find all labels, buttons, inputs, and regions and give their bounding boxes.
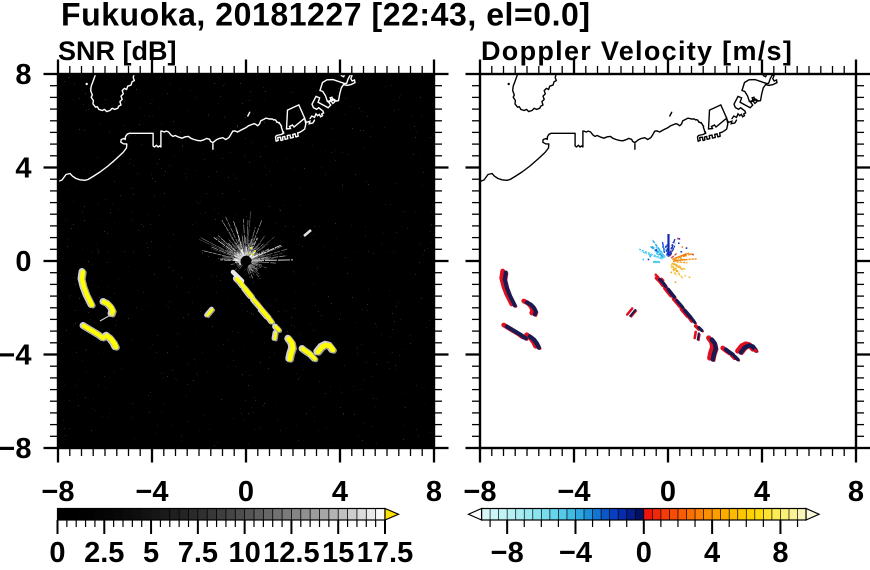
svg-text:12.5: 12.5 xyxy=(263,537,319,569)
svg-text:0: 0 xyxy=(660,476,676,508)
svg-text:5: 5 xyxy=(143,537,159,569)
svg-text:0: 0 xyxy=(15,246,31,278)
svg-text:−8: −8 xyxy=(491,537,524,569)
svg-text:−8: −8 xyxy=(0,433,32,465)
svg-text:8: 8 xyxy=(426,476,442,508)
svg-text:7.5: 7.5 xyxy=(178,537,218,569)
svg-text:−4: −4 xyxy=(557,476,590,508)
svg-text:8: 8 xyxy=(848,476,864,508)
svg-text:17.5: 17.5 xyxy=(357,537,413,569)
svg-text:10: 10 xyxy=(228,537,260,569)
svg-text:−4: −4 xyxy=(135,476,168,508)
svg-text:4: 4 xyxy=(332,476,348,508)
svg-text:SNR [dB]: SNR [dB] xyxy=(58,36,176,66)
svg-text:Doppler Velocity [m/s]: Doppler Velocity [m/s] xyxy=(481,36,793,66)
svg-text:15: 15 xyxy=(322,537,354,569)
svg-text:−8: −8 xyxy=(463,476,496,508)
svg-text:0: 0 xyxy=(238,476,254,508)
svg-text:2.5: 2.5 xyxy=(84,537,124,569)
svg-text:4: 4 xyxy=(15,153,31,185)
svg-text:8: 8 xyxy=(15,59,31,91)
svg-text:−4: −4 xyxy=(559,537,592,569)
svg-text:Fukuoka, 20181227 [22:43, el=0: Fukuoka, 20181227 [22:43, el=0.0] xyxy=(61,0,591,33)
svg-text:4: 4 xyxy=(704,537,720,569)
svg-text:−4: −4 xyxy=(0,340,32,372)
svg-text:−8: −8 xyxy=(41,476,74,508)
svg-text:4: 4 xyxy=(754,476,770,508)
svg-text:8: 8 xyxy=(772,537,788,569)
svg-text:0: 0 xyxy=(636,537,652,569)
svg-text:0: 0 xyxy=(49,537,65,569)
